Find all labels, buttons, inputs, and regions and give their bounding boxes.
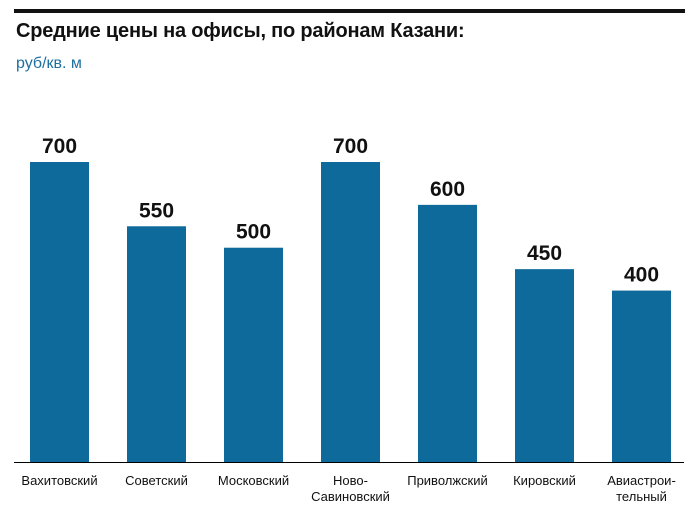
- category-labels-group: Вахитовский Советский Московский Ново-Савин…: [21, 473, 675, 504]
- bar-6: [515, 269, 574, 462]
- bar-2: [127, 226, 186, 462]
- category-label-5: Приволжский: [407, 473, 488, 488]
- bar-5: [418, 204, 477, 462]
- category-label-2: Советский: [125, 473, 188, 488]
- value-labels-group: 700 550 500 700 600 450 400: [42, 135, 659, 287]
- value-label-7: 400: [624, 264, 659, 287]
- value-label-2: 550: [139, 199, 174, 222]
- value-label-4: 700: [333, 135, 368, 158]
- category-label-1: Вахитовский: [21, 473, 97, 488]
- category-label-6: Кировский: [513, 473, 576, 488]
- bar-1: [30, 162, 89, 462]
- bar-4: [321, 162, 380, 462]
- bar-7: [612, 290, 671, 462]
- chart-subtitle: руб/кв. м: [16, 55, 82, 72]
- category-label-7-line-2: тельный: [616, 489, 667, 504]
- value-label-5: 600: [430, 178, 465, 201]
- value-label-1: 700: [42, 135, 77, 158]
- bar-3: [224, 247, 283, 462]
- category-label-3: Московский: [218, 473, 289, 488]
- chart-title: Средние цены на офисы, по районам Казани…: [16, 20, 465, 42]
- value-label-6: 450: [527, 242, 562, 265]
- top-rule: [14, 9, 685, 13]
- category-label-4-line-2: Савиновский: [311, 489, 390, 504]
- bars-group: [30, 162, 671, 462]
- category-label-4-line-1: Ново-: [333, 473, 368, 488]
- value-label-3: 500: [236, 221, 271, 244]
- category-label-7-line-1: Авиастрои-: [607, 473, 676, 488]
